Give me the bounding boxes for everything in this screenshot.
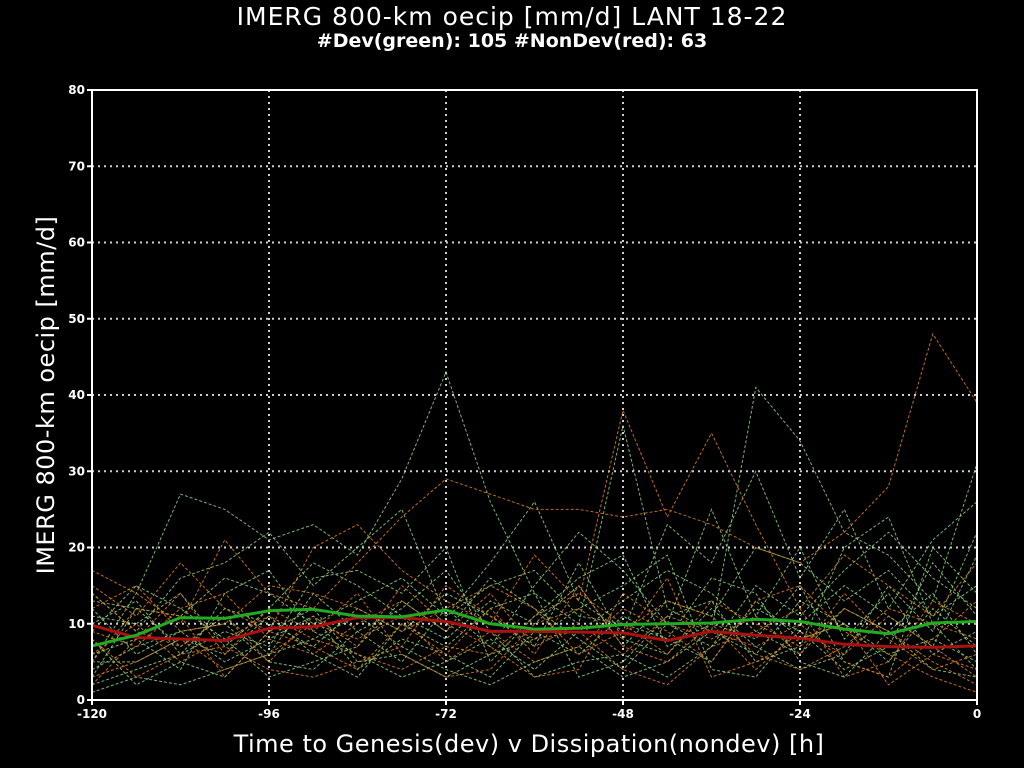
tick-labels: 0 10 20 30 40 50 60 70 80 -120 -96 -72 -48 -24 0 — [68, 83, 981, 721]
dev-member-line — [91, 554, 978, 686]
dev-member-line — [91, 561, 978, 678]
dev-member-line — [91, 569, 978, 678]
chart-subtitle: #Dev(green): 105 #NonDev(red): 63 — [316, 30, 708, 52]
member-lines — [91, 332, 978, 693]
x-tick-label: -24 — [789, 707, 811, 721]
y-tick-label: 70 — [68, 159, 85, 173]
nondev-member-line — [91, 592, 978, 678]
y-tick-label: 80 — [68, 83, 85, 97]
mean-lines — [91, 607, 978, 649]
x-tick-label: -72 — [435, 707, 457, 721]
x-tick-label: -48 — [612, 707, 634, 721]
dev-member-line — [92, 516, 978, 678]
y-tick-label: 60 — [68, 236, 85, 250]
dev-member-line — [91, 532, 978, 686]
x-tick-label: -96 — [258, 707, 280, 721]
y-tick-label: 20 — [68, 541, 85, 555]
nondev-member-line — [91, 584, 978, 686]
x-axis-label: Time to Genesis(dev) v Dissipation(nonde… — [233, 730, 825, 758]
nondev-mean-line — [91, 616, 978, 649]
y-tick-label: 50 — [68, 312, 85, 326]
dev-member-line — [91, 546, 978, 678]
y-tick-label: 40 — [68, 388, 85, 402]
y-axis-label: IMERG 800-km oecip [mm/d] — [32, 215, 60, 575]
nondev-member-line — [91, 332, 978, 625]
dev-member-line — [91, 508, 978, 678]
dev-member-line — [91, 370, 978, 663]
y-tick-label: 10 — [68, 617, 85, 631]
dev-member-line — [91, 569, 978, 678]
dev-member-line — [91, 546, 978, 648]
y-tick-label: 30 — [68, 464, 85, 478]
nondev-member-line — [91, 584, 978, 671]
x-tick-label: 0 — [973, 707, 981, 721]
nondev-member-line — [91, 585, 978, 693]
axes — [87, 89, 978, 705]
nondev-member-line — [91, 577, 978, 686]
nondev-member-line — [91, 408, 978, 633]
dev-mean-line — [91, 607, 978, 648]
nondev-member-line — [91, 584, 978, 678]
dev-member-line — [91, 531, 978, 678]
nondev-member-line — [91, 584, 978, 678]
chart-title: IMERG 800-km oecip [mm/d] LANT 18-22 — [236, 2, 788, 31]
x-tick-label: -120 — [77, 707, 107, 721]
dev-member-line — [91, 470, 978, 633]
y-tick-label: 0 — [77, 693, 85, 707]
